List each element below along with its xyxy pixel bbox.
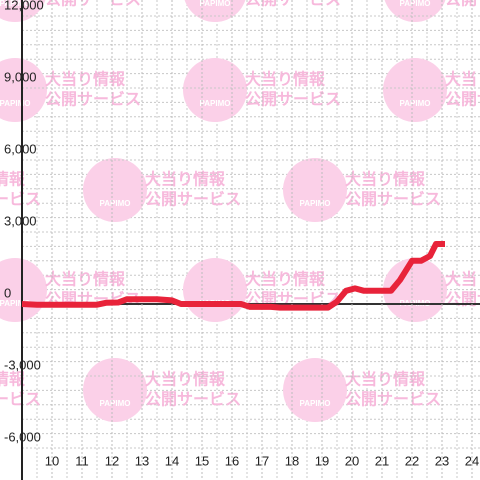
watermark-text: 公開サービス (445, 90, 480, 109)
x-tick-label: 12 (105, 453, 119, 468)
watermark-text: 大当り情報 (0, 370, 26, 389)
x-tick-label: 23 (435, 453, 449, 468)
watermark-logo-text: PAPIMO (300, 399, 331, 408)
x-tick-label: 21 (375, 453, 389, 468)
watermark-logo (83, 358, 147, 422)
watermark-text: 公開サービス (345, 190, 441, 209)
watermark-text: 公開サービス (45, 0, 141, 9)
watermark-text: 大当り情報 (445, 70, 480, 89)
watermark-logo-text: PAPIMO (100, 199, 131, 208)
x-tick-label: 24 (465, 453, 479, 468)
watermark-logo-text: PAPIMO (200, 99, 231, 108)
watermark-text: 大当り情報 (45, 270, 126, 289)
watermark-text: 大当り情報 (0, 170, 26, 189)
x-tick-label: 20 (345, 453, 359, 468)
watermark-logo (283, 358, 347, 422)
watermark-logo-text: PAPIMO (0, 299, 30, 308)
watermark-logo (183, 58, 247, 122)
watermark-logo-text: PAPIMO (400, 99, 431, 108)
watermark-text: 大当り情報 (345, 370, 426, 389)
watermark-logo-text: PAPIMO (300, 199, 331, 208)
watermark-text: 公開サービス (0, 390, 41, 409)
x-tick-label: 16 (225, 453, 239, 468)
watermark-text: 大当り情報 (345, 170, 426, 189)
watermark-logo (83, 158, 147, 222)
watermark-text: 公開サービス (345, 390, 441, 409)
x-tick-label: 17 (255, 453, 269, 468)
data-line (21, 241, 445, 311)
watermark-logo-text: PAPIMO (100, 399, 131, 408)
x-tick-label: 15 (195, 453, 209, 468)
watermark-text: 大当り情報 (45, 70, 126, 89)
watermark-text: 公開サービス (245, 90, 341, 109)
x-tick-label: 18 (285, 453, 299, 468)
watermark-text: 公開サービス (445, 0, 480, 9)
watermark-text: 公開サービス (145, 390, 241, 409)
watermark-logo (0, 58, 47, 122)
watermark-logo (383, 258, 447, 322)
y-tick-label: 12,000 (4, 0, 44, 12)
watermark-text: 公開サービス (45, 90, 141, 109)
y-tick-label: 6,000 (4, 141, 37, 156)
y-tick-label: 0 (4, 285, 11, 300)
x-tick-label: 22 (405, 453, 419, 468)
y-tick-label: 3,000 (4, 213, 37, 228)
watermark-text: 公開サービス (445, 290, 480, 309)
x-tick-label: 19 (315, 453, 329, 468)
watermark-text: 大当り情報 (245, 70, 326, 89)
watermark-logo (283, 158, 347, 222)
y-tick-label: 9,000 (4, 69, 37, 84)
x-tick-label: 11 (75, 453, 89, 468)
watermark-text: 大当り情報 (145, 170, 226, 189)
watermark-logo-text: PAPIMO (400, 0, 431, 8)
x-tick-label: 14 (165, 453, 179, 468)
watermark-logo-text: PAPIMO (0, 0, 30, 8)
watermark-text: 公開サービス (145, 190, 241, 209)
watermark-logo-text: PAPIMO (200, 0, 231, 8)
watermark-logo-text: PAPIMO (0, 99, 30, 108)
watermark-logo (183, 258, 247, 322)
watermark-text: 公開サービス (245, 0, 341, 9)
watermark-text: 公開サービス (0, 190, 41, 209)
x-tick-label: 10 (45, 453, 59, 468)
watermark-text: 大当り情報 (245, 270, 326, 289)
watermark: PAPIMO大当り情報公開サービスPAPIMO大当り情報公開サービスPAPIMO… (0, 0, 480, 422)
x-tick-label: 13 (135, 453, 149, 468)
watermark-logo (383, 58, 447, 122)
watermark-text: 大当り情報 (445, 270, 480, 289)
watermark-text: 大当り情報 (145, 370, 226, 389)
